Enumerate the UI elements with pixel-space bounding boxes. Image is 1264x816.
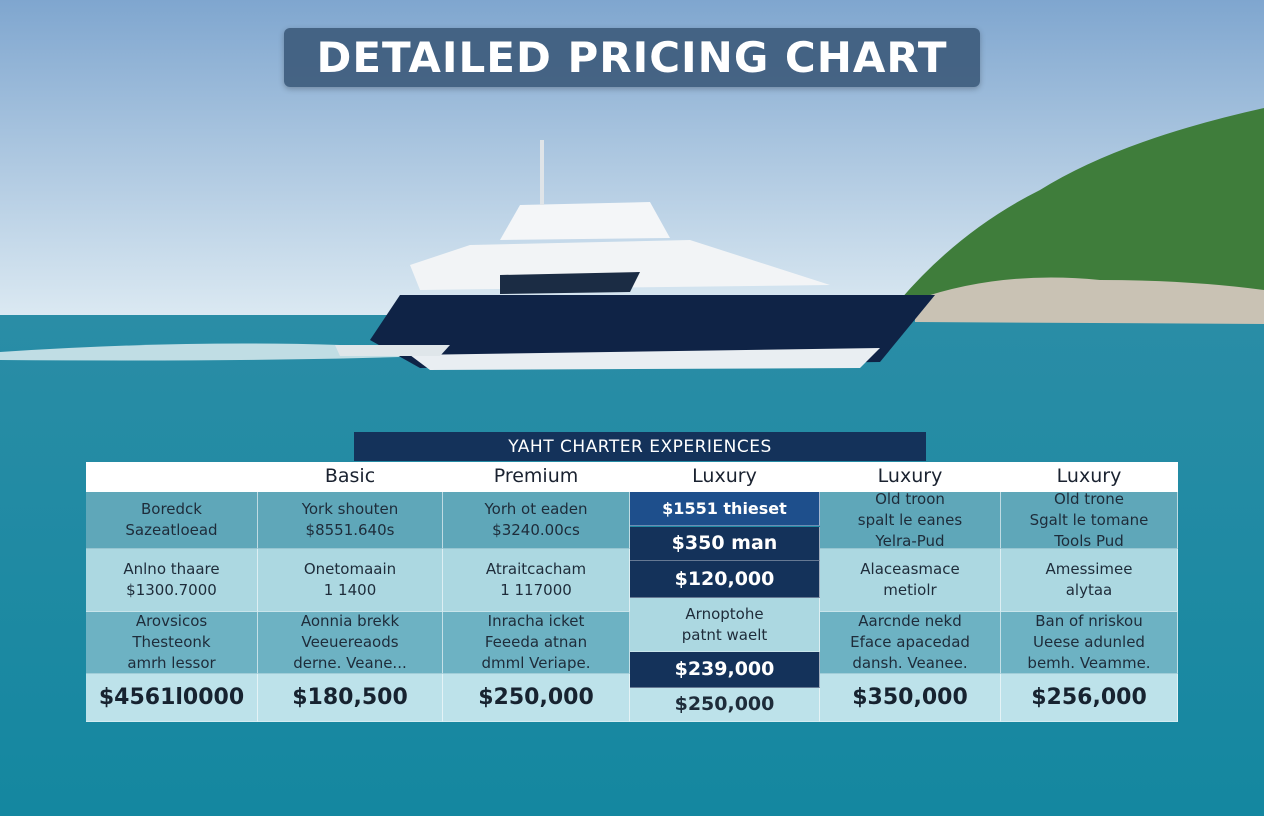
- cell-text: $250,000: [478, 685, 594, 710]
- cell-text: Aarcnde nekd: [858, 612, 962, 630]
- table-cell: $120,000: [630, 561, 820, 598]
- column-header: [86, 462, 258, 492]
- cell-text: $350 man: [671, 532, 778, 554]
- cell-text: Amessimee: [1045, 560, 1133, 578]
- table-cell: $1551 thieset: [630, 492, 820, 526]
- cell-text: dansh. Veanee.: [852, 654, 968, 672]
- table-cell: Ban of nriskou Ueese adunled bemh. Veamme.: [1001, 612, 1178, 674]
- table-cell: Atraitcacham 1 117000: [443, 549, 630, 612]
- cell-text: Atraitcacham: [485, 560, 587, 578]
- table-cell: $350 man: [630, 527, 820, 561]
- table-cell: York shouten $8551.640s: [258, 492, 443, 549]
- cell-text: Sazeatloead: [125, 521, 218, 539]
- cell-text: $239,000: [674, 658, 775, 680]
- cell-text: Tools Pud: [1054, 531, 1124, 549]
- table-cell: $239,000: [630, 652, 820, 688]
- table-cell: Boredck Sazeatloead: [86, 492, 258, 549]
- table-cell: Yorh ot eaden $3240.00cs: [443, 492, 630, 549]
- table-cell: Inracha icket Feeeda atnan dmml Veriape.: [443, 612, 630, 674]
- cell-text: Thesteonk: [132, 633, 211, 651]
- table-cell: Arnoptohe patnt waelt: [630, 598, 820, 652]
- cell-text: $256,000: [1031, 685, 1147, 710]
- cell-text: Feeeda atnan: [484, 633, 588, 651]
- cell-text: Arovsicos: [135, 612, 208, 630]
- cell-text: $3240.00cs: [492, 521, 580, 539]
- cell-text: $4561l0000: [98, 685, 245, 710]
- cell-text: Onetomaain: [303, 560, 397, 578]
- cell-text: $1300.7000: [126, 581, 217, 599]
- cell-text: $250,000: [674, 693, 775, 715]
- table-cell: $250,000: [630, 688, 820, 722]
- cell-text: Luxury: [877, 465, 943, 487]
- cell-text: Luxury: [692, 465, 757, 487]
- cell-text: Alaceasmace: [860, 560, 960, 578]
- table-cell: $250,000: [443, 674, 630, 722]
- cell-text: 1 117000: [500, 581, 572, 599]
- cell-text: dmml Veriape.: [481, 654, 591, 672]
- cell-text: Veeuereaods: [301, 633, 399, 651]
- table-cell: Alaceasmace metiolr: [820, 549, 1001, 612]
- table-cell: Amessimee alytaa: [1001, 549, 1178, 612]
- table-caption: YAHT CHARTER EXPERIENCES: [354, 432, 926, 461]
- cell-text: Premium: [493, 465, 579, 487]
- table-cell: Aonnia brekk Veeuereaods derne. Veane...: [258, 612, 443, 674]
- table-cell: $180,500: [258, 674, 443, 722]
- column-header: Luxury: [820, 462, 1001, 492]
- cell-text: Old troon: [875, 492, 945, 508]
- cell-text: patnt waelt: [681, 625, 768, 644]
- column-header: Luxury: [630, 462, 820, 492]
- cell-text: Boredck: [141, 500, 202, 518]
- cell-text: metiolr: [883, 581, 937, 599]
- cell-text: amrh lessor: [127, 654, 216, 672]
- table-cell: $350,000: [820, 674, 1001, 722]
- table-cell: Old trone Sgalt le tomane Tools Pud: [1001, 492, 1178, 549]
- table-cell: $4561l0000: [86, 674, 258, 722]
- cell-text: Basic: [324, 465, 376, 487]
- cell-text: Old trone: [1054, 492, 1124, 508]
- cell-text: Aonnia brekk: [300, 612, 400, 630]
- table-cell: Arovsicos Thesteonk amrh lessor: [86, 612, 258, 674]
- cell-text: York shouten: [301, 500, 399, 518]
- cell-text: Anlno thaare: [123, 560, 220, 578]
- page-title: DETAILED PRICING CHART: [284, 28, 980, 87]
- table-cell: Onetomaain 1 1400: [258, 549, 443, 612]
- cell-text: Inracha icket: [487, 612, 585, 630]
- cell-text: $180,500: [292, 685, 408, 710]
- cell-text: Eface apacedad: [850, 633, 970, 651]
- cell-text: $1551 thieset: [662, 499, 787, 518]
- cell-text: derne. Veane...: [293, 654, 407, 672]
- cell-text: Sgalt le tomane: [1029, 510, 1149, 529]
- cell-text: $120,000: [674, 567, 775, 590]
- cell-text: bemh. Veamme.: [1027, 654, 1151, 672]
- table-cell: Anlno thaare $1300.7000: [86, 549, 258, 612]
- cell-text: $8551.640s: [305, 521, 395, 539]
- cell-text: Arnoptohe: [685, 604, 764, 623]
- column-header: Basic: [258, 462, 443, 492]
- cell-text: Ban of nriskou: [1035, 612, 1143, 630]
- cell-text: 1 1400: [323, 581, 377, 599]
- column-header: Premium: [443, 462, 630, 492]
- cell-text: alytaa: [1065, 581, 1113, 599]
- cell-text: Yorh ot eaden: [484, 500, 588, 518]
- cell-text: $350,000: [852, 685, 968, 710]
- column-header: Luxury: [1001, 462, 1178, 492]
- cell-text: Luxury: [1056, 465, 1122, 487]
- table-cell: Aarcnde nekd Eface apacedad dansh. Veanee.: [820, 612, 1001, 674]
- cell-text: Yelra-Pud: [875, 531, 945, 549]
- cell-text: Ueese adunled: [1033, 633, 1145, 651]
- cell-text: spalt le eanes: [857, 510, 963, 529]
- table-cell: Old troon spalt le eanes Yelra-Pud: [820, 492, 1001, 549]
- table-cell: $256,000: [1001, 674, 1178, 722]
